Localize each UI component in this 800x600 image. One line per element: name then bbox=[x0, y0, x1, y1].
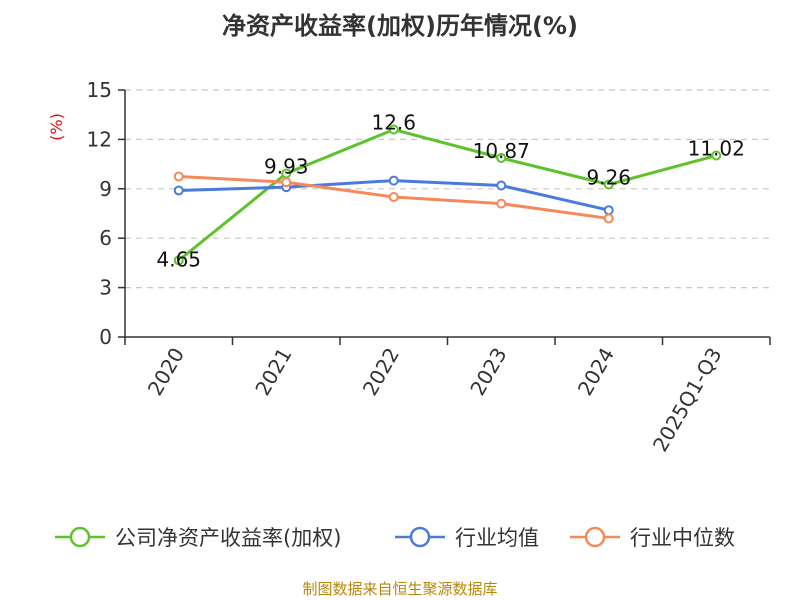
data-point bbox=[603, 213, 614, 224]
y-tick-label: 0 bbox=[99, 325, 112, 349]
y-tick-label: 12 bbox=[87, 127, 112, 151]
data-label: 12.6 bbox=[371, 111, 416, 135]
data-point bbox=[173, 185, 184, 196]
data-labels: 4.65 9.93 12.6 10.87 9.26 11.02 bbox=[156, 111, 744, 272]
data-label: 10.87 bbox=[473, 139, 530, 163]
chart-title: 净资产收益率(加权)历年情况(%) bbox=[222, 12, 578, 40]
data-label: 9.93 bbox=[264, 154, 309, 178]
legend-marker bbox=[409, 526, 431, 548]
legend-label: 行业均值 bbox=[455, 526, 539, 550]
y-tick-label: 6 bbox=[99, 226, 112, 250]
data-point bbox=[603, 179, 614, 190]
data-point bbox=[281, 177, 292, 188]
x-tick-label: 2025Q1-Q3 bbox=[648, 344, 727, 456]
data-point bbox=[173, 255, 184, 266]
series-line-0 bbox=[177, 127, 717, 262]
legend-marker bbox=[69, 526, 91, 548]
source-note: 制图数据来自恒生聚源数据库 bbox=[302, 580, 497, 598]
data-point bbox=[388, 175, 399, 186]
legend-marker bbox=[584, 526, 606, 548]
data-point bbox=[388, 124, 399, 135]
data-label: 11.02 bbox=[688, 137, 745, 161]
y-tick-label: 3 bbox=[99, 276, 112, 300]
x-tick-label: 2022 bbox=[358, 344, 404, 400]
data-point bbox=[496, 153, 507, 164]
data-point bbox=[173, 171, 184, 182]
data-point bbox=[603, 205, 614, 216]
y-axis-label: (%) bbox=[47, 113, 66, 141]
legend-label: 行业中位数 bbox=[630, 526, 735, 550]
legend: 公司净资产收益率(加权) 行业均值 行业中位数 bbox=[55, 526, 735, 550]
data-label: 9.26 bbox=[586, 166, 631, 190]
series-group bbox=[173, 124, 722, 266]
x-tick-label: 2021 bbox=[250, 344, 296, 400]
data-point bbox=[388, 192, 399, 203]
grid-lines bbox=[125, 89, 770, 289]
data-label: 4.65 bbox=[156, 247, 201, 271]
data-point bbox=[496, 180, 507, 191]
legend-label: 公司净资产收益率(加权) bbox=[115, 526, 341, 550]
x-tick-label: 2024 bbox=[573, 344, 619, 400]
data-point bbox=[496, 198, 507, 209]
x-tick-label: 2020 bbox=[143, 344, 189, 400]
data-point bbox=[711, 150, 722, 161]
y-tick-label: 9 bbox=[99, 177, 112, 201]
x-tick-label: 2023 bbox=[465, 344, 511, 400]
y-tick-label: 15 bbox=[87, 78, 112, 102]
